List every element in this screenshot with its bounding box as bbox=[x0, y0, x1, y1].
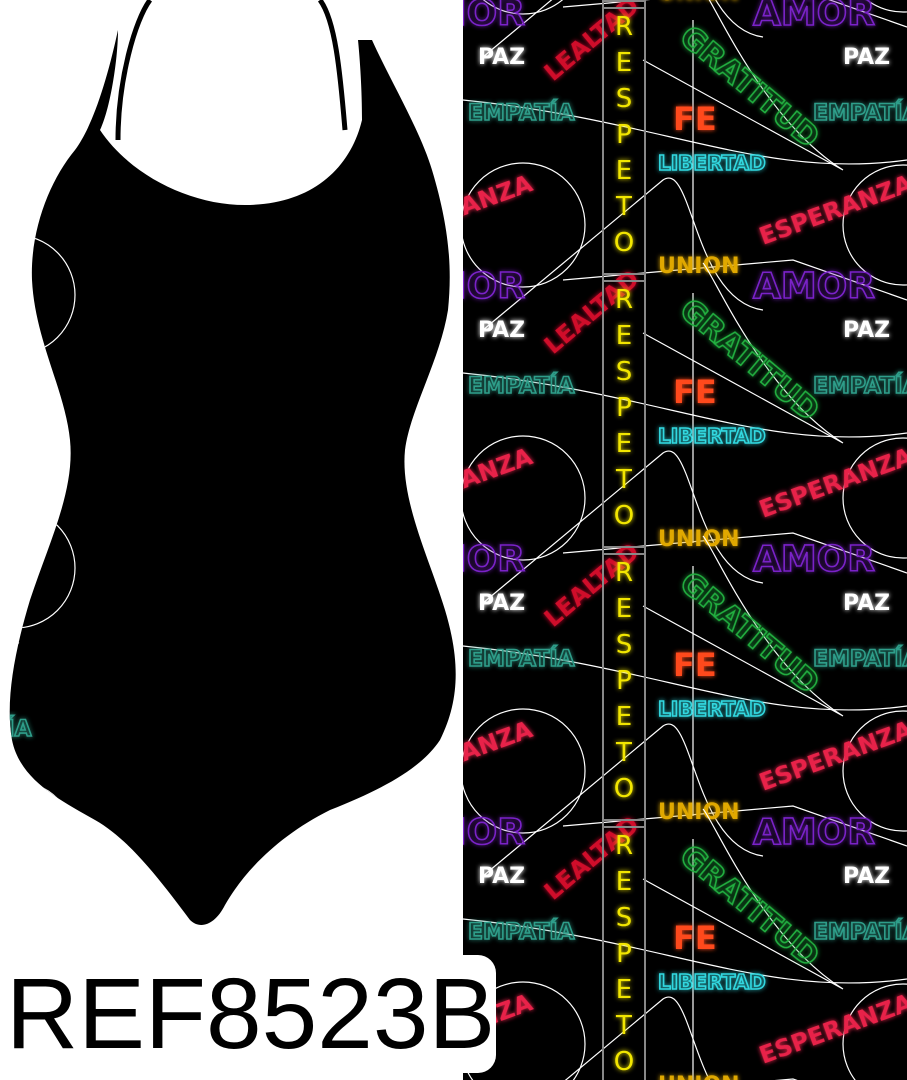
pattern-word-respeto-letter: O bbox=[614, 228, 634, 258]
respeto-frame bbox=[602, 273, 646, 555]
pattern-word-respeto-letter: R bbox=[615, 831, 633, 861]
pattern-word-empatia: EMPATÍA bbox=[468, 919, 575, 945]
pattern-word-respeto-letter: E bbox=[616, 867, 632, 897]
pattern-word-libertad: LIBERTAD bbox=[658, 151, 766, 175]
pattern-lines bbox=[9, 30, 76, 98]
reference-code: REF8523B bbox=[0, 955, 496, 1073]
pattern-word-respeto-letter: O bbox=[614, 1047, 634, 1077]
pattern-word-amor: AMOR bbox=[463, 266, 525, 307]
pattern-word-union: UNION bbox=[658, 800, 740, 825]
pattern-word-respeto-letter: T bbox=[615, 465, 632, 495]
pattern-word-respeto-letter: E bbox=[616, 702, 632, 732]
pattern-word-paz: PAZ bbox=[478, 45, 525, 70]
pattern-word-esperanza: ESPERANZA bbox=[0, 0, 29, 48]
pattern-word-paz: PAZ bbox=[843, 864, 890, 889]
pattern-word-respeto-letter: E bbox=[616, 594, 632, 624]
pattern-word-respeto-letter: R bbox=[615, 285, 633, 315]
pattern-word-esperanza: ESPERANZA bbox=[0, 239, 29, 320]
pattern-word-union: UNION bbox=[658, 1073, 740, 1080]
pattern-word-respeto-letter: S bbox=[616, 357, 633, 387]
swimsuit-illustration: AMORAMORPAZPAZEMPATÍAEMPATÍAESPERANZAESP… bbox=[0, 0, 456, 925]
pattern-word-union: UNION bbox=[658, 527, 740, 552]
pattern-word-paz: PAZ bbox=[0, 661, 2, 686]
pattern-word-respeto-letter: E bbox=[616, 156, 632, 186]
pattern-word-amor: AMOR bbox=[463, 0, 525, 34]
pattern-word-respeto-letter: S bbox=[616, 84, 633, 114]
pattern-word-respeto-letter: T bbox=[615, 1011, 632, 1041]
pattern-word-union: UNION bbox=[658, 254, 740, 279]
pattern-word-esperanza: ESPERANZA bbox=[0, 785, 29, 866]
pattern-word-fe: FE bbox=[673, 373, 717, 411]
pattern-word-respeto-letter: T bbox=[615, 738, 632, 768]
pattern-word-respeto-letter: P bbox=[616, 939, 632, 969]
pattern-word-amor: AMOR bbox=[463, 539, 525, 580]
pattern-word-respeto-letter: P bbox=[616, 666, 632, 696]
pattern-word-paz: PAZ bbox=[478, 318, 525, 343]
pattern-word-paz: PAZ bbox=[478, 591, 525, 616]
respeto-frame bbox=[602, 819, 646, 1080]
pattern-word-amor: AMOR bbox=[753, 812, 875, 853]
pattern-word-libertad: LIBERTAD bbox=[658, 970, 766, 994]
pattern-word-amor: AMOR bbox=[753, 0, 875, 34]
pattern-swatch-panel: AMORAMORPAZPAZEMPATÍAEMPATÍAESPERANZAESP… bbox=[463, 0, 907, 1080]
pattern-word-respeto-letter: O bbox=[614, 501, 634, 531]
pattern-word-respeto-letter: P bbox=[616, 120, 632, 150]
pattern-word-respeto-letter: P bbox=[616, 393, 632, 423]
pattern-word-paz: PAZ bbox=[843, 45, 890, 70]
pattern-word-paz: PAZ bbox=[0, 388, 2, 413]
pattern-lines bbox=[463, 262, 907, 604]
pattern-word-respeto-letter: E bbox=[616, 429, 632, 459]
respeto-frame bbox=[602, 0, 646, 282]
pattern-word-empatia: EMPATÍA bbox=[0, 716, 32, 742]
pattern-word-fe: FE bbox=[673, 100, 717, 138]
pattern-word-fe: FE bbox=[673, 646, 717, 684]
pattern-word-empatia: EMPATÍA bbox=[468, 373, 575, 399]
pattern-word-empatia: EMPATÍA bbox=[813, 919, 907, 945]
pattern-word-respeto-letter: R bbox=[615, 12, 633, 42]
pattern-word-paz: PAZ bbox=[843, 318, 890, 343]
right-strap bbox=[317, 0, 348, 131]
pattern-lines bbox=[463, 808, 907, 1080]
respeto-frame bbox=[602, 546, 646, 828]
pattern-lines bbox=[463, 0, 907, 331]
pattern-word-empatia: EMPATÍA bbox=[813, 100, 907, 126]
respeto-frame bbox=[602, 0, 646, 9]
pattern-word-amor: AMOR bbox=[463, 812, 525, 853]
pattern-word-empatia: EMPATÍA bbox=[468, 646, 575, 672]
pattern-word-empatia: EMPATÍA bbox=[0, 443, 32, 469]
pattern-word-respeto-letter: E bbox=[616, 975, 632, 1005]
pattern-word-amor: AMOR bbox=[753, 539, 875, 580]
pattern-word-respeto-letter: E bbox=[616, 48, 632, 78]
swimsuit-mockup-panel: AMORAMORPAZPAZEMPATÍAEMPATÍAESPERANZAESP… bbox=[0, 0, 456, 925]
pattern-word-empatia: EMPATÍA bbox=[0, 170, 32, 196]
left-strap bbox=[115, 0, 153, 141]
pattern-word-union: UNION bbox=[658, 0, 740, 6]
pattern-word-libertad: LIBERTAD bbox=[658, 424, 766, 448]
fabric-pattern: AMORAMORPAZPAZEMPATÍAEMPATÍAESPERANZAESP… bbox=[463, 0, 907, 1080]
pattern-word-empatia: EMPATÍA bbox=[468, 100, 575, 126]
pattern-word-respeto-letter: E bbox=[616, 321, 632, 351]
pattern-word-respeto-letter: S bbox=[616, 630, 633, 660]
pattern-word-respeto-letter: R bbox=[615, 558, 633, 588]
pattern-word-paz: PAZ bbox=[843, 591, 890, 616]
pattern-word-respeto-letter: O bbox=[614, 774, 634, 804]
pattern-word-empatia: EMPATÍA bbox=[813, 373, 907, 399]
pattern-word-paz: PAZ bbox=[478, 864, 525, 889]
pattern-word-fe: FE bbox=[673, 919, 717, 957]
pattern-word-respeto-letter: T bbox=[615, 192, 632, 222]
pattern-word-esperanza: ESPERANZA bbox=[0, 512, 29, 593]
pattern-word-libertad: LIBERTAD bbox=[658, 697, 766, 721]
pattern-word-empatia: EMPATÍA bbox=[813, 646, 907, 672]
pattern-word-amor: AMOR bbox=[753, 266, 875, 307]
pattern-word-respeto-letter: S bbox=[616, 903, 633, 933]
pattern-word-paz: PAZ bbox=[0, 115, 2, 140]
